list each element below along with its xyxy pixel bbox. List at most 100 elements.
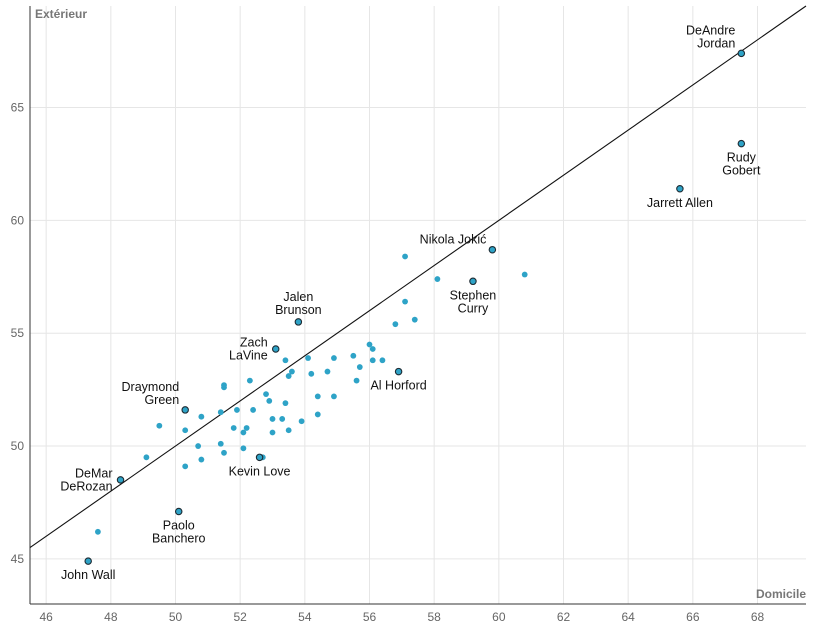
point-label: Stephen Curry [450, 288, 497, 315]
point-label-line: Al Horford [370, 379, 426, 393]
point-label-line: Curry [458, 301, 489, 315]
y-tick-label: 55 [11, 326, 25, 340]
highlighted-point [737, 49, 746, 58]
highlighted-point [488, 245, 497, 254]
point-label: Kevin Love [229, 464, 291, 478]
highlighted-point [271, 345, 280, 353]
data-point [243, 425, 250, 431]
x-tick-label: 48 [104, 610, 118, 624]
data-point [263, 391, 269, 398]
data-point [143, 454, 150, 461]
data-point [234, 407, 240, 413]
highlighted-point [394, 367, 403, 376]
point-label-line: Rudy [727, 151, 757, 165]
data-point [369, 346, 376, 352]
point-label: Jalen Brunson [275, 290, 322, 317]
point-label-line: DeAndre [686, 23, 735, 37]
data-point [379, 357, 386, 364]
highlighted-point [174, 507, 183, 516]
x-tick-label: 50 [169, 610, 183, 624]
point-label-line: John Wall [61, 568, 115, 582]
data-point [402, 298, 408, 305]
data-point [331, 393, 337, 400]
data-point [289, 368, 295, 375]
x-tick-label: 62 [557, 610, 571, 624]
reference-line-y-equals-x [29, 5, 807, 549]
data-point [314, 393, 321, 400]
data-point [95, 528, 101, 535]
data-point [350, 352, 357, 359]
data-point [269, 429, 276, 436]
data-point [331, 355, 337, 361]
x-tick-label: 58 [427, 610, 441, 624]
data-point [221, 382, 227, 389]
point-label: Al Horford [370, 379, 426, 393]
point-label-line: Zach [240, 336, 268, 350]
point-label: Rudy Gobert [722, 151, 761, 178]
data-point [279, 416, 286, 422]
highlighted-point [84, 557, 92, 565]
data-point [366, 341, 373, 348]
point-label-line: Jordan [697, 36, 735, 50]
x-axis-title: Domicile [756, 587, 806, 601]
point-label-line: Gobert [722, 164, 761, 178]
data-point [221, 449, 227, 456]
axes: 46 48 50 52 54 56 58 60 62 64 66 68 45 50 55 60 65 [11, 6, 806, 624]
x-tick-label: 64 [621, 610, 635, 624]
x-tick-label: 56 [363, 610, 377, 624]
data-point [240, 445, 247, 452]
point-label: Zach LaVine [229, 336, 268, 363]
x-tick-label: 46 [39, 610, 53, 624]
point-label-line: Banchero [152, 531, 206, 545]
y-axis-title: Extérieur [35, 7, 87, 21]
data-point [308, 370, 315, 377]
reference-line-group [29, 5, 807, 549]
data-point [182, 427, 189, 434]
highlighted-point [181, 406, 189, 414]
data-point [282, 357, 289, 364]
data-point [266, 398, 273, 404]
point-label: Draymond Green [122, 380, 180, 407]
data-point [298, 418, 305, 425]
data-point [198, 413, 205, 420]
data-point [230, 425, 237, 431]
data-point [353, 377, 360, 384]
data-point [521, 271, 528, 278]
data-point [198, 456, 205, 463]
data-point [369, 357, 376, 364]
data-point [217, 409, 224, 416]
data-point [246, 377, 253, 384]
point-label-line: Kevin Love [229, 464, 291, 478]
point-label-line: Green [144, 393, 179, 407]
x-tick-label: 68 [751, 610, 765, 624]
point-label: Jarrett Allen [647, 196, 713, 210]
y-tick-label: 65 [11, 101, 25, 115]
data-point [195, 443, 202, 449]
point-label: DeMar DeRozan [60, 466, 112, 493]
data-point [314, 411, 321, 418]
data-point [411, 316, 418, 323]
point-labels: DeAndre Jordan Rudy Gobert Jarrett Allen Niko… [60, 23, 761, 582]
y-tick-label: 50 [11, 439, 25, 453]
x-tick-label: 60 [492, 610, 506, 624]
x-tick-label: 54 [298, 610, 312, 624]
x-tick-label: 66 [686, 610, 700, 624]
grid [30, 6, 806, 604]
highlighted-point [676, 185, 684, 193]
point-label: DeAndre Jordan [686, 23, 735, 50]
point-label-line: Jalen [283, 290, 313, 304]
highlighted-point [116, 476, 125, 484]
data-point [392, 321, 399, 328]
highlighted-point [737, 139, 746, 148]
x-tick-label: 52 [233, 610, 247, 624]
data-point [182, 463, 189, 470]
point-label-line: Stephen [450, 288, 497, 302]
data-point [156, 422, 163, 429]
data-point [356, 364, 363, 370]
data-point [285, 427, 292, 434]
data-point [282, 400, 289, 407]
point-label: John Wall [61, 568, 115, 582]
point-label-line: Draymond [122, 380, 180, 394]
highlighted-point [255, 453, 264, 462]
point-label: Nikola Jokić [420, 233, 487, 247]
